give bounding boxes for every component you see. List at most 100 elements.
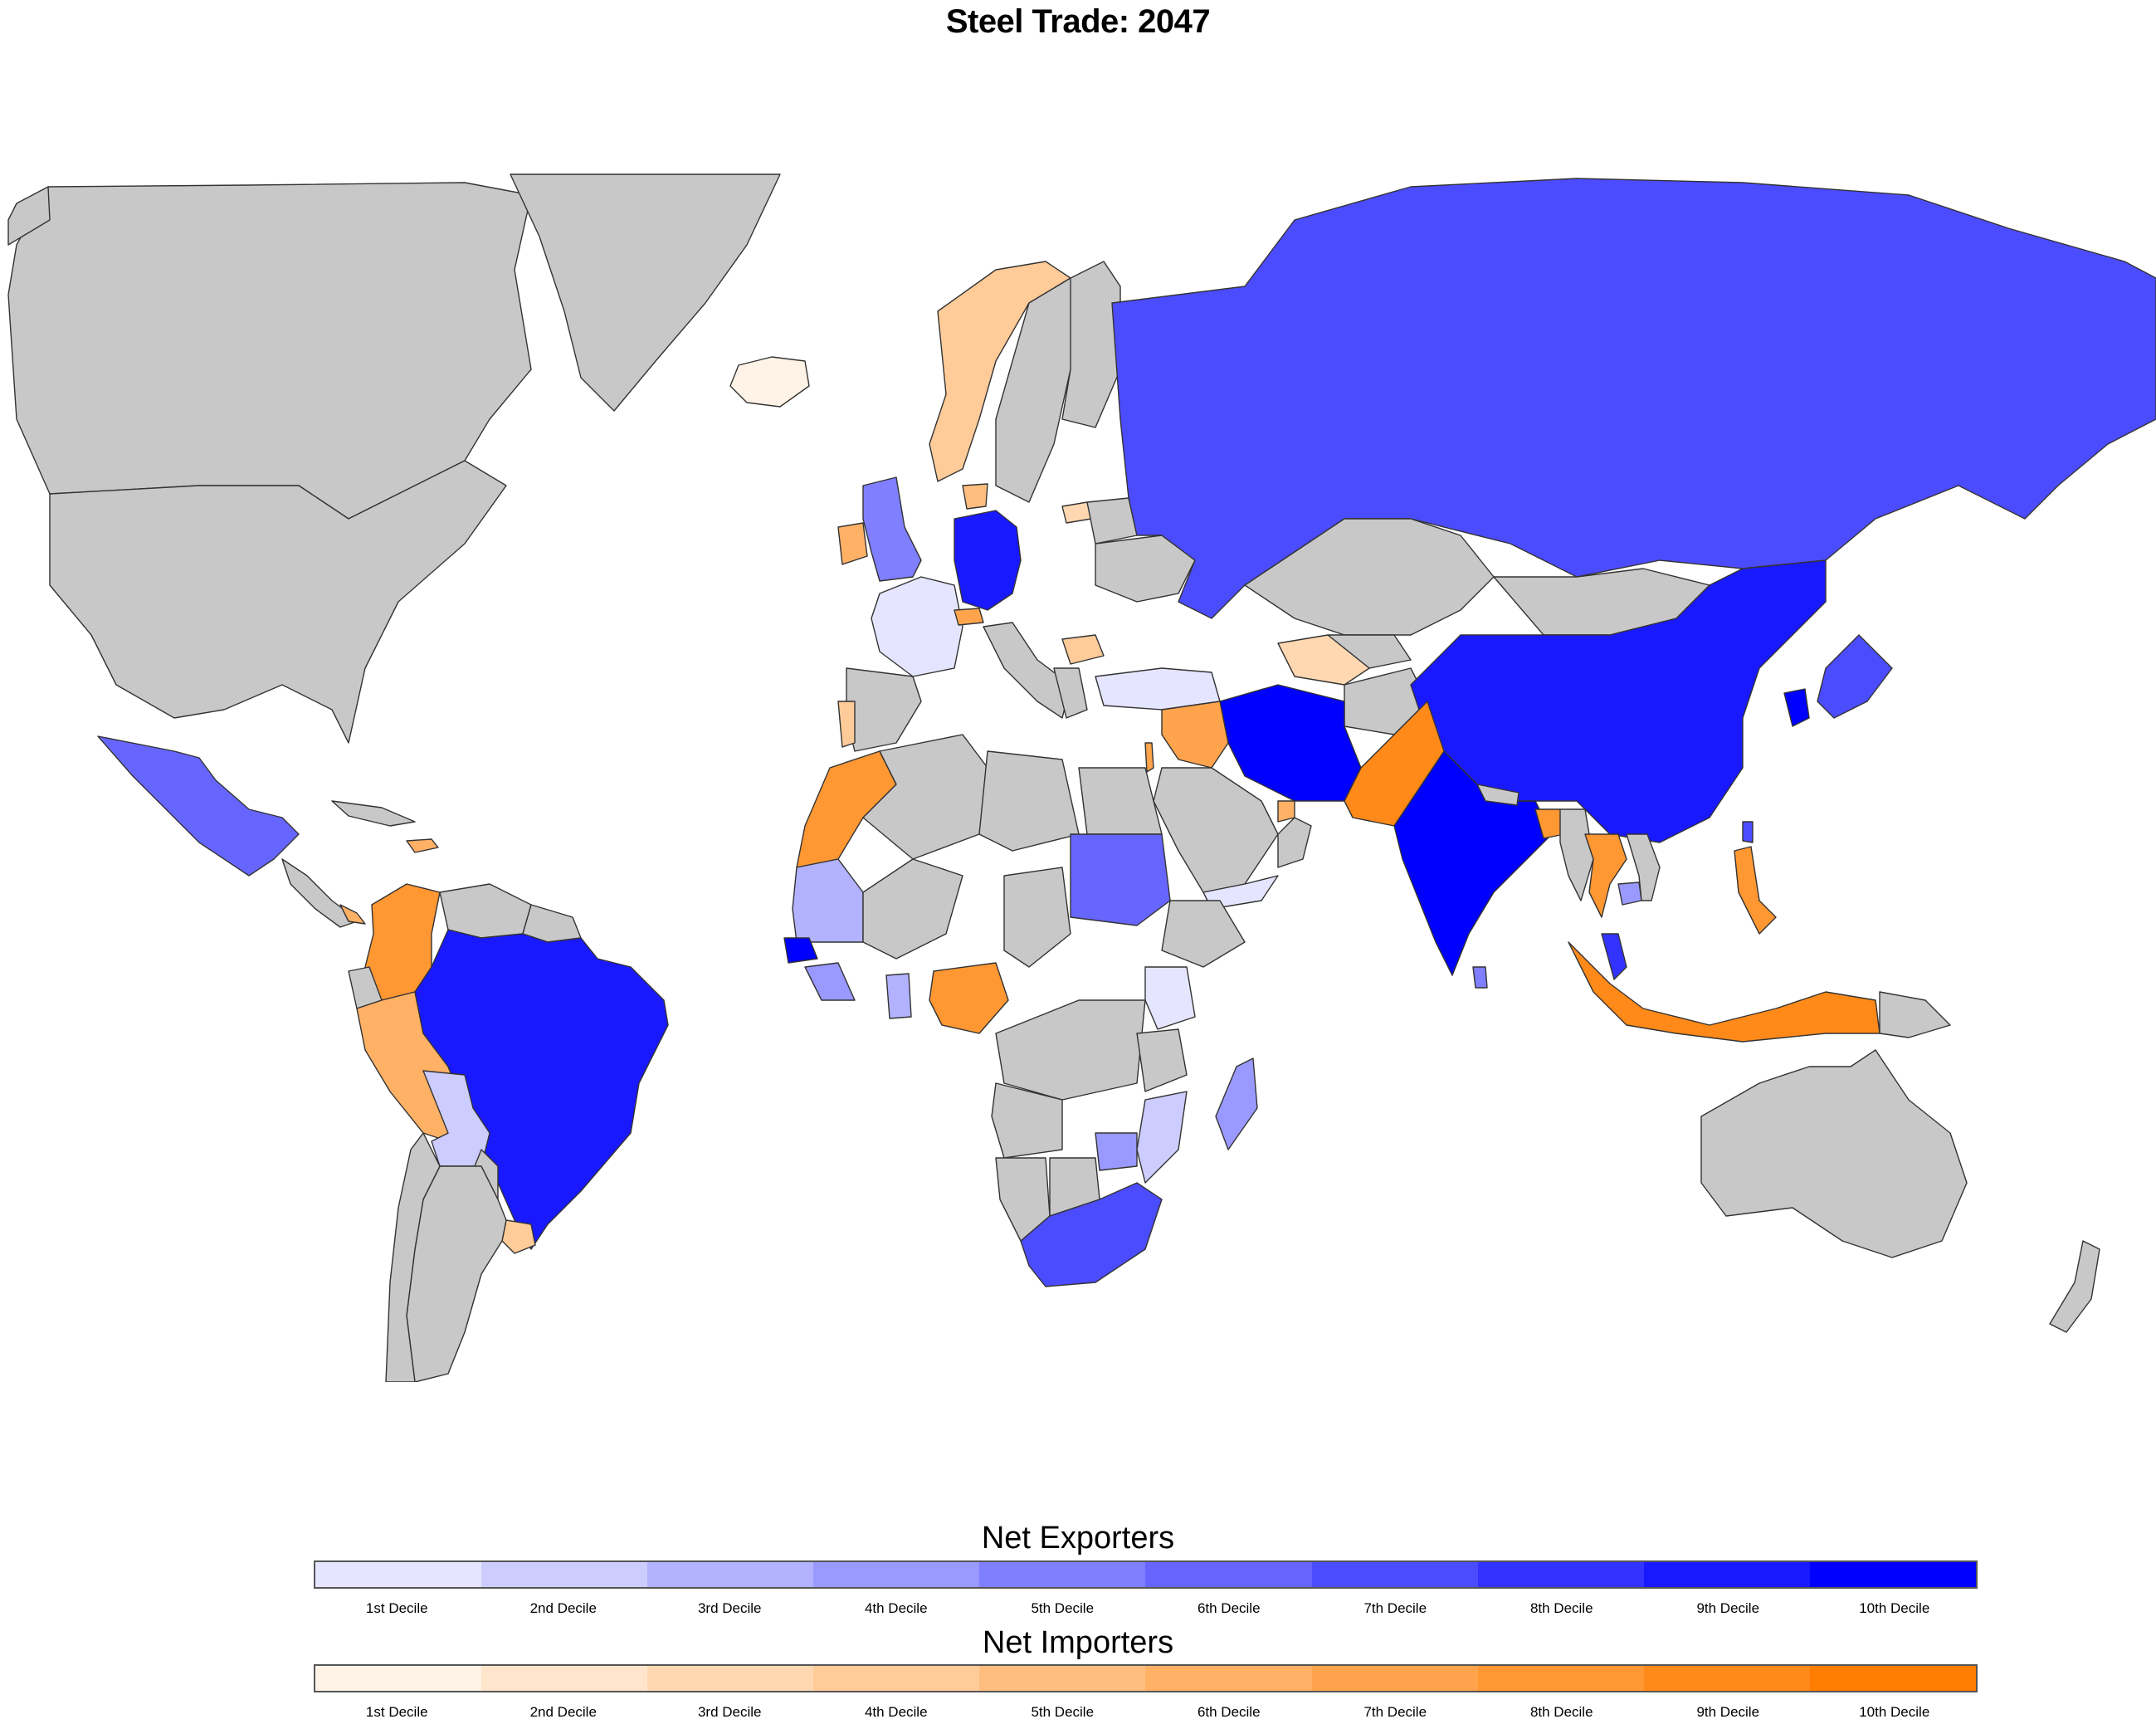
- exporters-swatch-9: [1643, 1562, 1810, 1587]
- region-denmark: [962, 483, 988, 510]
- region-united-kingdom: [862, 476, 922, 582]
- region-chile: [385, 1132, 441, 1382]
- region-libya: [978, 750, 1080, 852]
- region-turkey: [1095, 667, 1221, 711]
- exporters-decile-label: 6th Decile: [1197, 1600, 1261, 1616]
- importers-swatch-3: [647, 1666, 814, 1691]
- importers-decile-labels: 1st Decile 2nd Decile 3rd Decile 4th Dec…: [314, 1704, 1978, 1721]
- exporters-swatch-8: [1477, 1562, 1644, 1587]
- importers-swatch-7: [1311, 1666, 1478, 1691]
- region-cambodia: [1617, 882, 1642, 906]
- region-senegal: [783, 937, 818, 964]
- region-zimbabwe: [1095, 1132, 1138, 1171]
- region-uae: [1277, 800, 1295, 823]
- exporters-swatch-3: [647, 1562, 814, 1587]
- importers-legend-title: Net Importers: [982, 1625, 1174, 1660]
- region-vietnam: [1626, 833, 1661, 901]
- exporters-decile-label: 1st Decile: [365, 1600, 428, 1616]
- importers-swatch-8: [1477, 1666, 1644, 1691]
- importers-decile-label: 4th Decile: [864, 1704, 928, 1720]
- importers-swatch-5: [979, 1666, 1146, 1691]
- region-thailand: [1584, 833, 1627, 918]
- exporters-swatch-4: [813, 1562, 980, 1587]
- region-greece: [1053, 667, 1088, 719]
- region-ethiopia: [1161, 900, 1246, 968]
- region-ireland: [837, 522, 868, 565]
- region-israel: [1144, 742, 1154, 773]
- region-chad: [1003, 867, 1071, 968]
- region-angola: [991, 1082, 1063, 1159]
- region-venezuela: [439, 883, 532, 939]
- region-lithuania: [1061, 501, 1092, 524]
- region-congo: [995, 999, 1146, 1101]
- region-japan: [1817, 634, 1893, 719]
- exporters-decile-label: 7th Decile: [1363, 1600, 1427, 1616]
- region-sri-lanka: [1472, 966, 1488, 989]
- region-egypt: [1078, 767, 1163, 835]
- region-turkmenistan: [1277, 634, 1370, 686]
- region-malaysia: [1601, 933, 1627, 980]
- exporters-decile-label: 9th Decile: [1696, 1600, 1760, 1616]
- importers-decile-label: 6th Decile: [1197, 1704, 1261, 1720]
- region-germany: [954, 510, 1022, 611]
- region-france: [871, 576, 963, 677]
- region-iraq: [1161, 701, 1229, 769]
- importers-decile-label: 8th Decile: [1529, 1704, 1593, 1720]
- region-algeria: [862, 734, 988, 860]
- exporters-swatch-2: [481, 1562, 648, 1587]
- exporters-colorbar: [314, 1560, 1978, 1589]
- importers-swatch-4: [813, 1666, 980, 1691]
- region-cuba: [331, 800, 416, 827]
- region-central-america: [281, 858, 358, 928]
- region-belarus: [1086, 497, 1138, 545]
- exporters-decile-label: 2nd Decile: [529, 1600, 597, 1616]
- importers-decile-label: 9th Decile: [1696, 1704, 1760, 1720]
- importers-swatch-9: [1643, 1666, 1810, 1691]
- importers-swatch-2: [481, 1666, 648, 1691]
- exporters-swatch-7: [1311, 1562, 1478, 1587]
- region-taiwan: [1742, 821, 1754, 843]
- region-russia: [1111, 178, 2156, 619]
- exporters-decile-label: 10th Decile: [1859, 1600, 1930, 1616]
- region-kenya: [1144, 966, 1196, 1030]
- region-new-zealand: [2049, 1240, 2100, 1333]
- importers-swatch-6: [1145, 1666, 1312, 1691]
- region-dominican-republic: [406, 838, 439, 853]
- world-map: [7, 173, 2156, 1382]
- region-myanmar: [1559, 808, 1594, 901]
- region-mozambique: [1136, 1091, 1188, 1184]
- region-switzerland: [954, 608, 984, 626]
- importers-decile-label: 1st Decile: [365, 1704, 428, 1720]
- exporters-swatch-1: [315, 1562, 482, 1587]
- region-guinea: [804, 962, 856, 1001]
- importers-decile-label: 10th Decile: [1859, 1704, 1930, 1720]
- region-ghana: [885, 973, 912, 1019]
- region-papua-new-guinea: [1879, 991, 1951, 1038]
- region-spain: [846, 667, 922, 752]
- importers-swatch-1: [315, 1666, 482, 1691]
- region-alaska: [7, 186, 51, 246]
- region-finland: [1061, 261, 1121, 428]
- importers-colorbar: [314, 1664, 1978, 1692]
- importers-decile-label: 5th Decile: [1031, 1704, 1095, 1720]
- region-indonesia: [1568, 941, 1880, 1043]
- region-mexico: [97, 735, 300, 877]
- region-india: [1393, 750, 1553, 976]
- region-iran: [1219, 684, 1362, 802]
- exporters-swatch-10: [1809, 1562, 1976, 1587]
- region-korea: [1783, 688, 1810, 727]
- exporters-decile-label: 3rd Decile: [697, 1600, 762, 1616]
- region-tanzania: [1136, 1028, 1188, 1092]
- exporters-swatch-6: [1145, 1562, 1312, 1587]
- region-nepal: [1476, 784, 1519, 806]
- region-bulgaria: [1061, 634, 1105, 665]
- exporters-decile-label: 4th Decile: [864, 1600, 928, 1616]
- map-title: Steel Trade: 2047: [945, 3, 1211, 40]
- importers-decile-label: 3rd Decile: [697, 1704, 762, 1720]
- exporters-decile-label: 5th Decile: [1031, 1600, 1095, 1616]
- region-south-africa: [1020, 1182, 1163, 1287]
- region-mali: [862, 858, 963, 960]
- region-philippines: [1734, 846, 1777, 935]
- region-portugal: [837, 701, 856, 748]
- region-mauritania: [792, 858, 864, 943]
